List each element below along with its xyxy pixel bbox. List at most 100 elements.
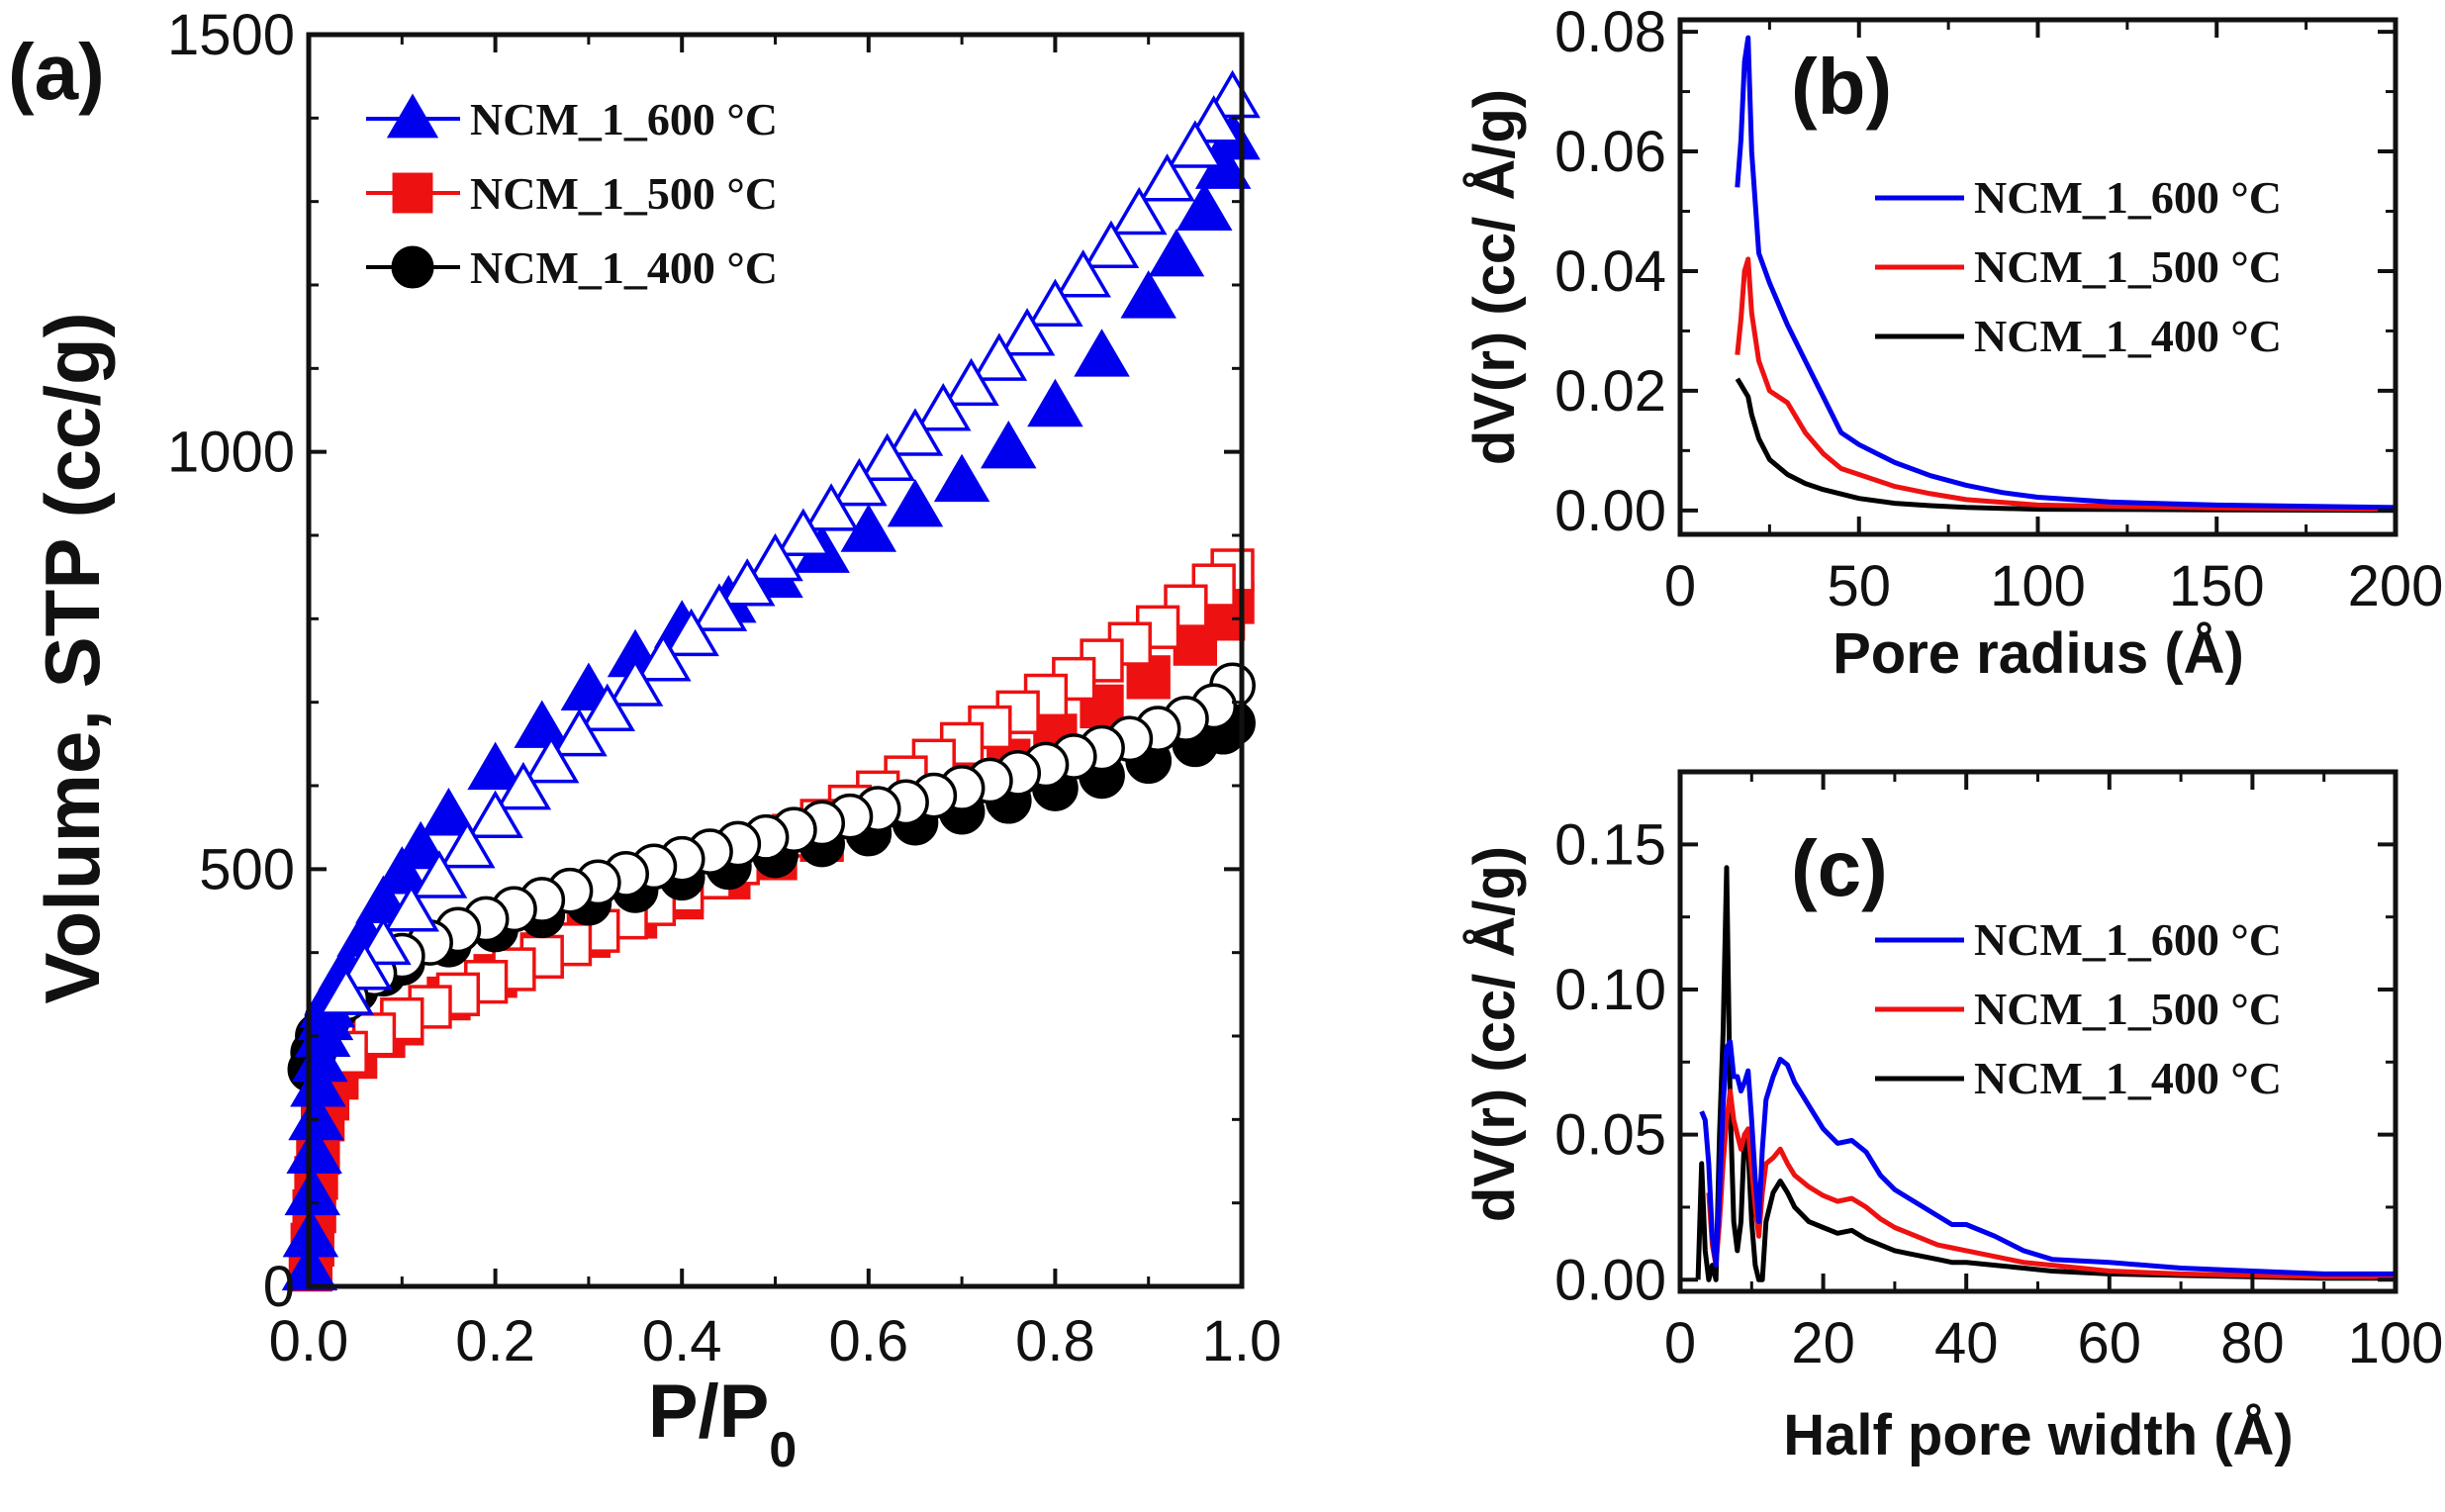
- y-tick-label: 0: [263, 1255, 295, 1319]
- legend-label: NCM_1_500 °C: [470, 168, 778, 219]
- legend-label: NCM_1_400 °C: [1974, 311, 2282, 361]
- desorption-point-triangle: [887, 408, 944, 456]
- panel-c-x-axis-label: Half pore width (Å): [1783, 1403, 2294, 1467]
- adsorption-point-triangle: [514, 700, 570, 748]
- series-line: [1735, 256, 2397, 513]
- desorption-point-triangle: [439, 819, 496, 869]
- desorption-point-triangle: [914, 383, 972, 431]
- x-tick-label: 0: [1664, 554, 1696, 618]
- y-tick-label: 0.04: [1554, 239, 1666, 304]
- desorption-point-triangle: [1027, 278, 1083, 328]
- panel-c-label: (c): [1791, 824, 1888, 912]
- desorption-point-triangle: [635, 633, 692, 682]
- x-tick-label: 40: [1934, 1311, 1999, 1375]
- panel-a-frame: [306, 32, 1245, 1289]
- panel-b-frame: [1677, 17, 2398, 537]
- desorption-point-triangle: [355, 916, 412, 966]
- y-tick-label: 0.10: [1554, 958, 1666, 1022]
- desorption-point-triangle: [1082, 220, 1140, 268]
- panel-a-legend: NCM_1_600 °C NCM_1_500 °C NCM_1_400 °C: [366, 93, 778, 293]
- adsorption-point-triangle: [1176, 182, 1233, 232]
- desorption-point-triangle: [691, 583, 748, 631]
- panel-c-y-axis-label: dV(r) (cc/ Å/g): [1462, 846, 1527, 1222]
- adsorption-point-triangle: [933, 453, 990, 503]
- adsorption-point-triangle: [1148, 229, 1205, 277]
- x-tick-label: 0.8: [1015, 1309, 1095, 1373]
- desorption-point-triangle: [411, 850, 468, 898]
- desorption-point-triangle: [522, 734, 580, 784]
- y-tick-label: 500: [199, 837, 295, 901]
- panel-b-x-axis-label: Pore radius (Å): [1833, 621, 2244, 686]
- x-tick-label: 60: [2078, 1311, 2142, 1375]
- series-line: [1695, 865, 2396, 1282]
- y-tick-label: 0.00: [1554, 1248, 1666, 1312]
- adsorption-point-triangle: [421, 788, 477, 836]
- adsorption-point-triangle: [981, 420, 1037, 469]
- desorption-point-triangle: [943, 357, 999, 407]
- desorption-point-triangle: [831, 457, 888, 507]
- x-tick-label: 200: [2348, 554, 2444, 618]
- legend-label: NCM_1_600 °C: [1974, 172, 2282, 223]
- y-tick-label: 0.00: [1554, 479, 1666, 543]
- x-tick-label: 0.0: [269, 1309, 349, 1373]
- series-line: [1735, 35, 2397, 511]
- panel-a-label: (a): [8, 28, 105, 116]
- x-tick-label: 50: [1827, 554, 1891, 618]
- desorption-point-triangle: [336, 942, 393, 991]
- desorption-point-triangle: [998, 308, 1056, 356]
- adsorption-point-triangle: [284, 1167, 341, 1216]
- desorption-point-triangle: [1139, 153, 1195, 202]
- adsorption-point-triangle: [392, 820, 449, 870]
- panel-b-legend: NCM_1_600 °C NCM_1_500 °C NCM_1_400 °C: [1875, 172, 2282, 361]
- x-tick-label: 80: [2220, 1311, 2285, 1375]
- x-tick-label: 100: [1990, 554, 2086, 618]
- panel-a-y-axis-label: Volume, STP (cc/g): [29, 312, 116, 1003]
- panel-c-plot-area: [1695, 865, 2396, 1282]
- x-tick-label: 0.6: [828, 1309, 908, 1373]
- desorption-point-triangle: [1055, 249, 1111, 298]
- x-tick-label: 1.0: [1202, 1309, 1282, 1373]
- desorption-point-triangle: [495, 761, 552, 810]
- panel-c-half-pore-width-chart: 0 20 40 60 80 100 0.00 0.05 0.10 0.15 (c) Half po…: [1462, 769, 2444, 1467]
- legend-label: NCM_1_500 °C: [1974, 984, 2282, 1034]
- panel-c-frame: [1677, 769, 2398, 1294]
- legend-label: NCM_1_600 °C: [1974, 914, 2282, 965]
- adsorption-point-triangle: [290, 1059, 346, 1107]
- y-tick-label: 0.05: [1554, 1103, 1666, 1168]
- adsorption-point-triangle: [374, 846, 430, 895]
- legend-marker-circle: [391, 245, 434, 289]
- desorption-point-triangle: [802, 483, 860, 531]
- desorption-point-triangle: [971, 332, 1028, 381]
- adsorption-point-triangle: [286, 1125, 342, 1175]
- panel-c-axis-ticks: 0 20 40 60 80 100 0.00 0.05 0.10 0.15: [1554, 770, 2444, 1375]
- x-tick-label: 100: [2348, 1311, 2444, 1375]
- series-line: [1706, 1088, 2396, 1279]
- desorption-point-triangle: [579, 683, 636, 732]
- x-tick-label: 0: [1664, 1311, 1696, 1375]
- desorption-point-triangle: [467, 790, 523, 838]
- adsorption-point-triangle: [887, 479, 944, 527]
- x-tick-label: 20: [1791, 1311, 1855, 1375]
- desorption-point-triangle: [718, 558, 776, 607]
- series-line: [1699, 1039, 2396, 1276]
- desorption-point-triangle: [775, 508, 832, 556]
- desorption-point-triangle: [663, 608, 719, 657]
- legend-label: NCM_1_500 °C: [1974, 241, 2282, 292]
- desorption-point-triangle: [1167, 120, 1224, 168]
- desorption-point-triangle: [859, 432, 915, 482]
- x-tick-label: 0.4: [642, 1309, 722, 1373]
- x-tick-label: 150: [2169, 554, 2265, 618]
- legend-label: NCM_1_400 °C: [1974, 1053, 2282, 1103]
- panel-b-plot-area: [1735, 35, 2397, 514]
- y-tick-label: 1500: [167, 3, 295, 67]
- adsorption-point-triangle: [467, 741, 523, 791]
- legend-marker-square: [392, 172, 433, 214]
- panel-c-legend: NCM_1_600 °C NCM_1_500 °C NCM_1_400 °C: [1875, 914, 2282, 1103]
- desorption-point-triangle: [1185, 95, 1242, 143]
- desorption-point-triangle: [551, 708, 608, 757]
- legend-label: NCM_1_600 °C: [470, 94, 778, 144]
- desorption-point-triangle: [383, 884, 439, 932]
- y-tick-label: 0.02: [1554, 359, 1666, 424]
